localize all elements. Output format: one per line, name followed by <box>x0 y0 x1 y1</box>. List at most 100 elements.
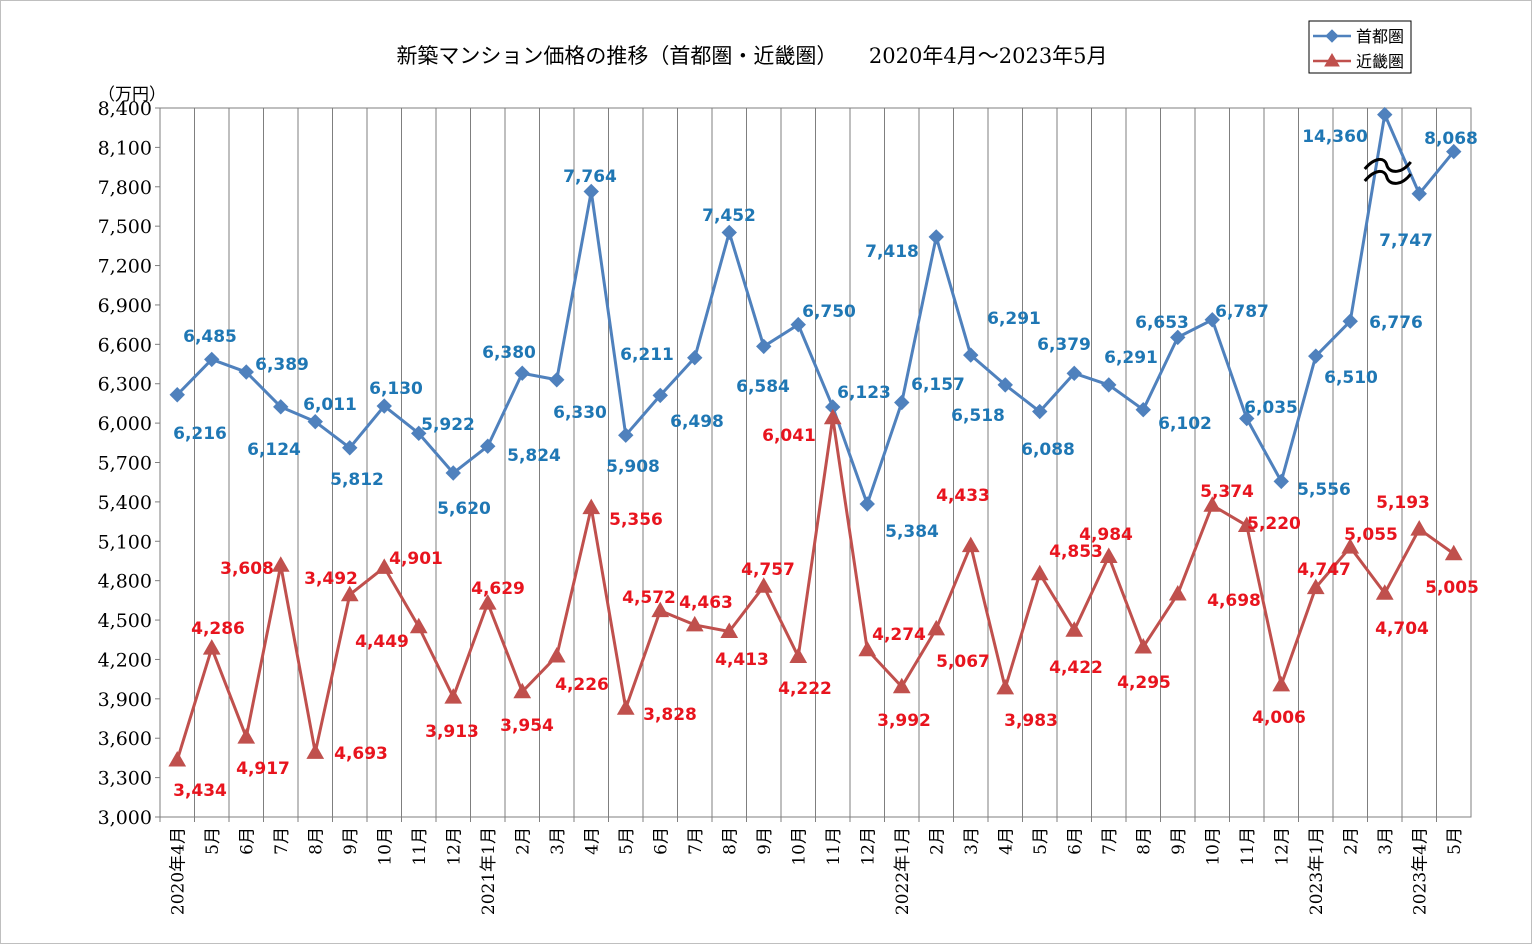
data-label: 4,757 <box>741 560 795 580</box>
data-point <box>1342 313 1358 329</box>
data-label: 6,787 <box>1215 302 1269 322</box>
x-tick-label: 2月 <box>513 827 533 855</box>
data-label: 5,193 <box>1376 493 1430 513</box>
data-label: 7,747 <box>1379 231 1433 251</box>
x-tick-label: 7月 <box>1100 827 1120 855</box>
legend-label-kinki: 近畿圏 <box>1356 52 1404 71</box>
data-label: 6,102 <box>1158 414 1212 434</box>
data-point <box>411 425 427 442</box>
x-tick-label: 10月 <box>375 827 395 866</box>
data-point <box>963 347 979 363</box>
y-axis-unit-label: （万円） <box>98 85 166 105</box>
data-label: 7,452 <box>702 206 756 226</box>
x-tick-label: 2020年4月 <box>168 827 188 915</box>
data-label: 5,556 <box>1297 480 1351 500</box>
data-point <box>307 413 323 430</box>
axis-break-wave <box>1363 158 1412 173</box>
chart-title: 新築マンション価格の推移（首都圏・近畿圏） 2020年4月～2023年5月 <box>396 44 1107 68</box>
data-label: 4,704 <box>1375 619 1429 639</box>
data-point <box>892 677 911 694</box>
data-point <box>204 351 220 368</box>
data-label: 4,226 <box>555 675 609 695</box>
data-point <box>1410 520 1429 536</box>
data-point <box>1134 637 1153 654</box>
data-point <box>927 619 946 636</box>
data-point <box>1341 538 1360 554</box>
x-tick-label: 3月 <box>962 827 982 855</box>
axis-break-wave <box>1363 170 1412 185</box>
data-label: 4,463 <box>679 593 733 613</box>
data-point <box>894 394 910 411</box>
data-point <box>375 558 394 574</box>
data-label: 4,449 <box>355 632 409 652</box>
legend-label-shutoken: 首都圏 <box>1356 27 1404 46</box>
data-label: 3,913 <box>425 722 479 742</box>
data-label: 5,812 <box>330 470 384 490</box>
data-label: 5,220 <box>1247 514 1301 534</box>
data-label: 4,901 <box>389 549 443 569</box>
x-tick-label: 2021年1月 <box>479 827 499 915</box>
data-point <box>513 682 532 699</box>
data-point <box>754 577 773 593</box>
data-point <box>858 640 877 657</box>
data-point <box>237 728 256 744</box>
data-label: 6,041 <box>762 426 816 446</box>
y-axis: 3,000 3,300 3,600 3,900 4,200 4,500 4,800 5,100… <box>98 98 160 829</box>
data-label: 4,747 <box>1297 560 1351 580</box>
data-label: 6,130 <box>369 379 423 399</box>
x-tick-label: 11月 <box>410 827 430 866</box>
x-tick-label: 6月 <box>237 827 257 855</box>
data-label: 3,983 <box>1004 711 1058 731</box>
data-label: 6,485 <box>183 327 237 347</box>
data-label: 4,693 <box>334 744 388 764</box>
x-tick-label: 9月 <box>755 827 775 855</box>
data-point <box>514 365 530 381</box>
y-tick-label: 6,000 <box>98 413 152 435</box>
data-label: 5,824 <box>507 446 561 466</box>
data-label: 6,510 <box>1324 368 1378 388</box>
data-point <box>618 427 634 443</box>
data-label: 4,984 <box>1079 525 1133 545</box>
data-point <box>687 350 703 366</box>
data-point <box>720 622 739 638</box>
x-tick-label: 3月 <box>548 827 568 855</box>
x-tick-label: 6月 <box>1065 827 1085 855</box>
data-label: 6,380 <box>482 343 536 363</box>
legend: 首都圏 近畿圏 <box>1308 20 1412 74</box>
data-label: 3,992 <box>877 711 931 731</box>
y-tick-label: 7,200 <box>98 256 152 278</box>
y-tick-label: 3,300 <box>98 768 152 790</box>
data-label: 4,295 <box>1117 673 1171 693</box>
data-label: 5,356 <box>609 510 663 530</box>
data-point <box>1204 312 1220 328</box>
y-tick-label: 6,900 <box>98 295 152 317</box>
data-point <box>997 377 1013 393</box>
data-point <box>1272 675 1291 692</box>
data-point <box>1446 143 1462 160</box>
vertical-gridlines <box>194 108 1437 817</box>
y-tick-label: 6,300 <box>98 374 152 396</box>
data-label: 5,005 <box>1425 578 1479 598</box>
series-line-shutoken <box>176 113 1455 506</box>
x-tick-label: 11月 <box>824 827 844 866</box>
data-label: 4,698 <box>1207 591 1261 611</box>
data-point <box>1306 578 1325 595</box>
data-point <box>1135 402 1151 418</box>
data-label: 6,124 <box>247 440 301 460</box>
x-tick-label: 2022年1月 <box>893 827 913 915</box>
y-tick-label: 3,900 <box>98 689 152 711</box>
data-point <box>1239 410 1255 427</box>
data-label: 6,011 <box>303 395 357 415</box>
data-point <box>271 556 290 572</box>
data-label: 6,157 <box>911 375 965 395</box>
y-tick-label: 6,600 <box>98 334 152 356</box>
data-point <box>789 647 808 664</box>
x-tick-label: 4月 <box>996 827 1016 855</box>
data-label: 7,418 <box>865 242 919 262</box>
data-point <box>1032 403 1048 420</box>
data-point <box>169 387 185 403</box>
data-point <box>685 615 704 632</box>
y-tick-label: 7,800 <box>98 177 152 199</box>
x-tick-label: 2月 <box>927 827 947 855</box>
